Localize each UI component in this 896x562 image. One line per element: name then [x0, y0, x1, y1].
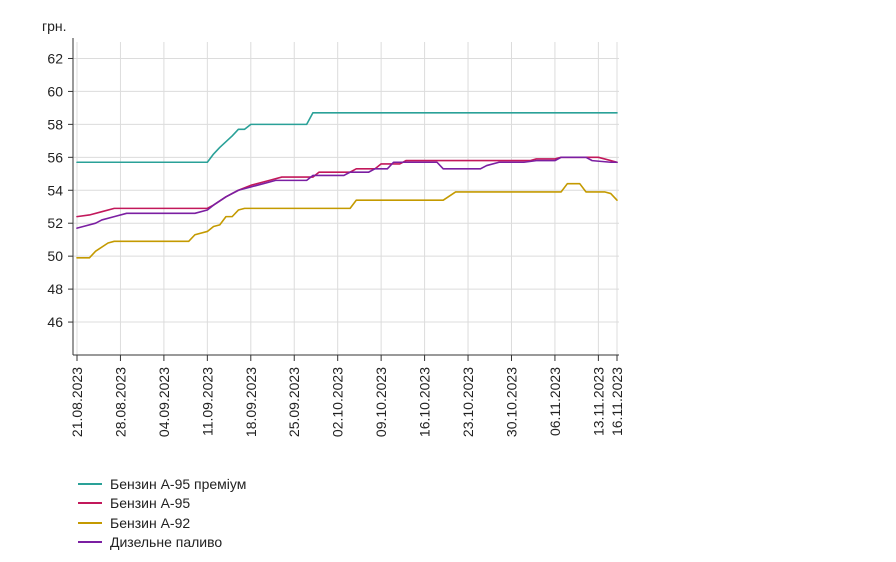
legend-item-series-1[interactable]: Бензин А-95 [78, 494, 246, 514]
x-tick-label: 04.09.2023 [156, 367, 172, 437]
x-tick-label: 16.11.2023 [609, 367, 625, 436]
line-chart: 46 48 50 52 54 56 58 60 62 21.08.2023 28.08.2023 0… [42, 18, 625, 437]
x-tick-label: 06.11.2023 [547, 367, 563, 436]
y-tick-label: 52 [47, 215, 63, 231]
x-tick-label: 23.10.2023 [460, 367, 476, 437]
x-tick-label: 02.10.2023 [330, 367, 346, 437]
chart-legend: Бензин А-95 преміум Бензин А-95 Бензин А… [78, 474, 246, 552]
y-tick-label: 50 [47, 248, 63, 264]
y-tick-label: 48 [47, 281, 63, 297]
chart-grid [73, 42, 619, 355]
x-tick-label: 09.10.2023 [373, 367, 389, 437]
legend-item-series-0[interactable]: Бензин А-95 преміум [78, 474, 246, 494]
x-tick-label: 30.10.2023 [503, 367, 519, 437]
series-line-0 [76, 112, 618, 164]
x-tick-label: 16.10.2023 [417, 367, 433, 437]
chart-axes [72, 38, 619, 356]
legend-swatch [78, 521, 102, 524]
y-tick-label: 54 [47, 182, 63, 198]
legend-label: Бензин А-92 [110, 514, 191, 531]
y-tick-label: 56 [47, 149, 63, 165]
y-tick-label: 58 [47, 116, 63, 132]
series-line-3 [76, 156, 618, 229]
chart-series [76, 112, 618, 259]
legend-swatch [78, 502, 102, 505]
y-axis-label: грн. [42, 18, 67, 34]
x-tick-label: 21.08.2023 [69, 367, 85, 437]
x-tick-label: 18.09.2023 [243, 367, 259, 437]
y-tick-label: 46 [47, 314, 63, 330]
x-tick-label: 28.08.2023 [112, 367, 128, 437]
legend-item-series-2[interactable]: Бензин А-92 [78, 513, 246, 533]
y-tick-label: 60 [47, 83, 63, 99]
series-line-2 [76, 182, 618, 259]
y-axis-ticks: 46 48 50 52 54 56 58 60 62 [47, 50, 73, 330]
legend-label: Бензин А-95 преміум [110, 475, 247, 492]
legend-item-series-3[interactable]: Дизельне паливо [78, 533, 246, 553]
legend-label: Бензин А-95 [110, 495, 191, 512]
x-tick-label: 25.09.2023 [286, 367, 302, 437]
x-tick-label: 13.11.2023 [590, 367, 606, 436]
y-tick-label: 62 [47, 50, 63, 66]
legend-swatch [78, 541, 102, 544]
x-tick-label: 11.09.2023 [199, 367, 215, 436]
legend-swatch [78, 482, 102, 485]
x-axis-ticks: 21.08.2023 28.08.2023 04.09.2023 11.09.2023… [69, 355, 625, 437]
legend-label: Дизельне паливо [110, 534, 223, 551]
